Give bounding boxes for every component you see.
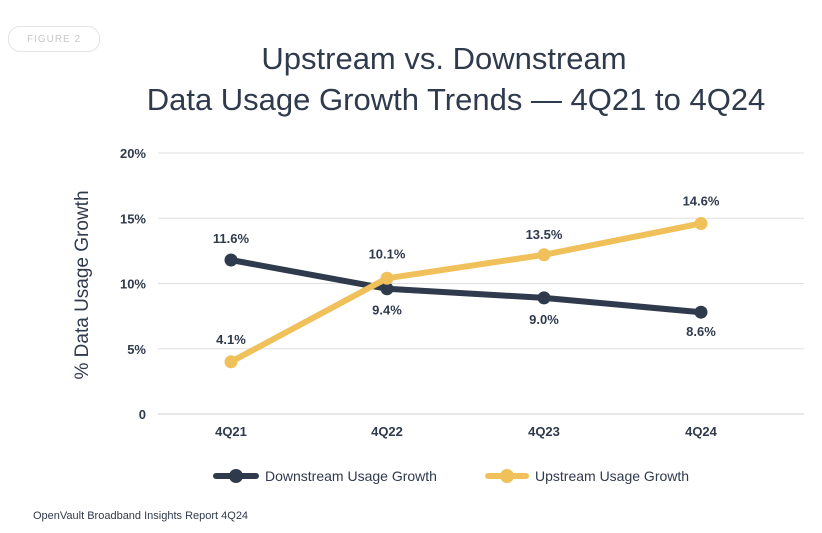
data-point <box>537 291 551 305</box>
title-line-1: Upstream vs. Downstream <box>261 41 627 76</box>
y-axis-label: % Data Usage Growth <box>72 190 93 379</box>
data-label: 11.6% <box>213 231 250 246</box>
data-point <box>537 248 551 262</box>
legend-label: Upstream Usage Growth <box>535 468 689 484</box>
data-label: 9.4% <box>372 303 402 318</box>
legend-swatch-marker <box>229 469 243 483</box>
title-line-2: Data Usage Growth Trends — 4Q21 to 4Q24 <box>146 82 766 117</box>
figure-badge: FIGURE 2 <box>8 26 100 52</box>
data-label: 8.6% <box>686 324 716 339</box>
data-point <box>224 355 238 369</box>
legend-label: Downstream Usage Growth <box>265 468 437 484</box>
data-point <box>380 282 394 296</box>
legend-swatch-marker <box>500 469 514 483</box>
y-tick-label: 20% <box>120 146 146 161</box>
data-point <box>694 305 708 319</box>
y-tick-label: 10% <box>120 277 146 292</box>
series-line <box>228 220 704 365</box>
y-axis-ticks: 0 5% 10% 15% 20% <box>120 146 146 422</box>
y-tick-label: 15% <box>120 211 146 226</box>
legend: Downstream Usage Growth Upstream Usage Gr… <box>213 468 689 484</box>
data-point <box>380 271 394 285</box>
series-line <box>228 257 704 316</box>
data-label: 13.5% <box>526 227 563 242</box>
x-tick-label: 4Q22 <box>371 424 403 439</box>
data-label: 10.1% <box>369 246 406 261</box>
x-tick-label: 4Q23 <box>528 424 560 439</box>
data-point <box>224 253 238 267</box>
data-label: 9.0% <box>529 312 559 327</box>
series-layer: 11.6% 9.4% 9.0% 8.6% 4.1% 10.1% 13.5% 14.6% <box>213 193 720 369</box>
data-label: 14.6% <box>683 193 720 208</box>
x-tick-label: 4Q24 <box>685 424 718 439</box>
grid-lines <box>158 152 804 415</box>
x-axis-ticks: 4Q21 4Q22 4Q23 4Q24 <box>215 424 718 439</box>
chart-title: Upstream vs. Downstream Data Usage Growt… <box>0 38 822 120</box>
data-point <box>694 216 708 230</box>
y-tick-label: 5% <box>127 342 146 357</box>
x-tick-label: 4Q21 <box>215 424 247 439</box>
y-tick-label: 0 <box>139 407 146 422</box>
data-label: 4.1% <box>216 332 246 347</box>
source-note: OpenVault Broadband Insights Report 4Q24 <box>33 510 249 522</box>
